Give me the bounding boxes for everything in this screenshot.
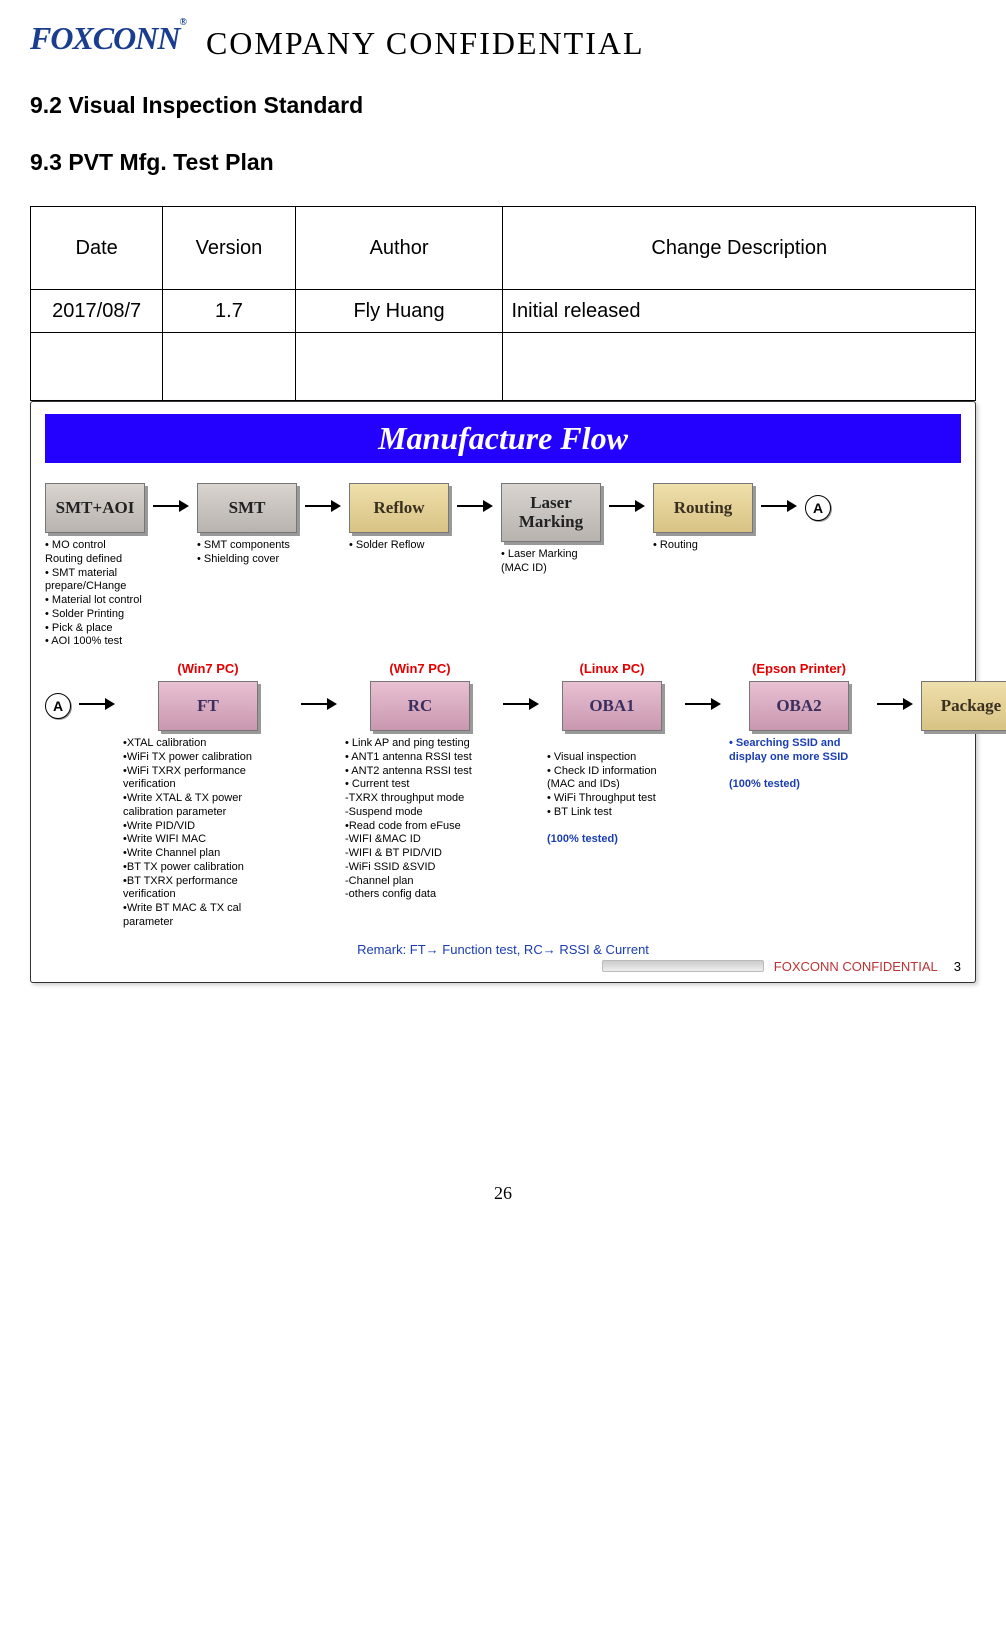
node-ft: (Win7 PC) FT •XTAL calibration •WiFi TX …: [123, 661, 293, 930]
flow-title: Manufacture Flow: [45, 414, 961, 463]
notes-rc: • Link AP and ping testing • ANT1 antenn…: [345, 737, 495, 902]
footer-bar: [602, 960, 764, 972]
arrow-icon: [761, 501, 797, 511]
pc-label-oba1: (Linux PC): [580, 661, 645, 677]
col-change: Change Description: [503, 207, 976, 290]
notes-smt: • SMT components • Shielding cover: [197, 539, 297, 567]
notes-oba1: • Visual inspection • Check ID informati…: [547, 737, 677, 847]
node-reflow: Reflow • Solder Reflow: [349, 483, 449, 553]
cell-author: Fly Huang: [295, 290, 503, 333]
node-box-rc: RC: [370, 681, 470, 731]
col-date: Date: [31, 207, 163, 290]
arrow-icon: [503, 699, 539, 709]
node-box-smt-aoi: SMT+AOI: [45, 483, 145, 533]
node-box-oba1: OBA1: [562, 681, 662, 731]
node-box-laser: Laser Marking: [501, 483, 601, 542]
revision-table: Date Version Author Change Description 2…: [30, 206, 976, 401]
arrow-icon: [685, 699, 721, 709]
notes-smt-aoi: • MO control Routing defined • SMT mater…: [45, 539, 145, 649]
arrow-icon: [609, 501, 645, 511]
node-oba1: (Linux PC) OBA1 • Visual inspection • Ch…: [547, 661, 677, 847]
connector-a-start: A: [45, 693, 71, 719]
section-9-2: 9.2 Visual Inspection Standard: [30, 92, 976, 119]
arrow-icon: [153, 501, 189, 511]
table-row-empty: [31, 333, 976, 401]
pc-label-ft: (Win7 PC): [177, 661, 238, 677]
notes-oba1-blue: (100% tested): [547, 833, 618, 845]
table-header-row: Date Version Author Change Description: [31, 207, 976, 290]
table-row: 2017/08/7 1.7 Fly Huang Initial released: [31, 290, 976, 333]
node-box-package: Package: [921, 681, 1006, 731]
flow-row-2: A (Win7 PC) FT •XTAL calibration •WiFi T…: [45, 661, 961, 930]
arrow-icon: [457, 501, 493, 511]
node-box-smt: SMT: [197, 483, 297, 533]
node-laser: Laser Marking • Laser Marking (MAC ID): [501, 483, 601, 576]
logo: FOXCONN®: [30, 20, 186, 57]
page-number: 26: [30, 1183, 976, 1204]
cell-date: 2017/08/7: [31, 290, 163, 333]
confidential-title: COMPANY CONFIDENTIAL: [206, 25, 645, 62]
node-box-reflow: Reflow: [349, 483, 449, 533]
col-version: Version: [163, 207, 295, 290]
pc-label-rc: (Win7 PC): [389, 661, 450, 677]
pc-label-oba2: (Epson Printer): [752, 661, 846, 677]
col-author: Author: [295, 207, 503, 290]
notes-laser: • Laser Marking (MAC ID): [501, 548, 601, 576]
manufacture-flow-panel: Manufacture Flow SMT+AOI • MO control Ro…: [30, 401, 976, 983]
flow-footer: FOXCONN CONFIDENTIAL 3: [45, 959, 961, 974]
arrow-icon: [79, 699, 115, 709]
notes-oba2: • Searching SSID and display one more SS…: [729, 737, 869, 792]
cell-version: 1.7: [163, 290, 295, 333]
cell-change: Initial released: [503, 290, 976, 333]
arrow-icon: [877, 699, 913, 709]
node-box-ft: FT: [158, 681, 258, 731]
node-rc: (Win7 PC) RC • Link AP and ping testing …: [345, 661, 495, 902]
arrow-icon: [305, 501, 341, 511]
page-header: FOXCONN® COMPANY CONFIDENTIAL: [30, 20, 976, 62]
node-package: Package: [921, 661, 1006, 731]
logo-text: FOXCONN: [30, 20, 179, 56]
slide-page-number: 3: [954, 959, 961, 974]
logo-mark: ®: [179, 17, 185, 28]
notes-ft: •XTAL calibration •WiFi TX power calibra…: [123, 737, 293, 930]
flow-row-1: SMT+AOI • MO control Routing defined • S…: [45, 483, 961, 649]
node-smt: SMT • SMT components • Shielding cover: [197, 483, 297, 567]
node-oba2: (Epson Printer) OBA2 • Searching SSID an…: [729, 661, 869, 792]
node-box-routing: Routing: [653, 483, 753, 533]
section-9-3: 9.3 PVT Mfg. Test Plan: [30, 149, 976, 176]
node-smt-aoi: SMT+AOI • MO control Routing defined • S…: [45, 483, 145, 649]
arrow-icon: [301, 699, 337, 709]
footer-confidential: FOXCONN CONFIDENTIAL: [774, 959, 938, 974]
connector-a-end: A: [805, 495, 831, 521]
notes-oba1-text: • Visual inspection • Check ID informati…: [547, 751, 657, 818]
notes-routing: • Routing: [653, 539, 753, 553]
node-box-oba2: OBA2: [749, 681, 849, 731]
flow-remark: Remark: FT→ Function test, RC→ RSSI & Cu…: [45, 942, 961, 957]
notes-reflow: • Solder Reflow: [349, 539, 449, 553]
node-routing: Routing • Routing: [653, 483, 753, 553]
